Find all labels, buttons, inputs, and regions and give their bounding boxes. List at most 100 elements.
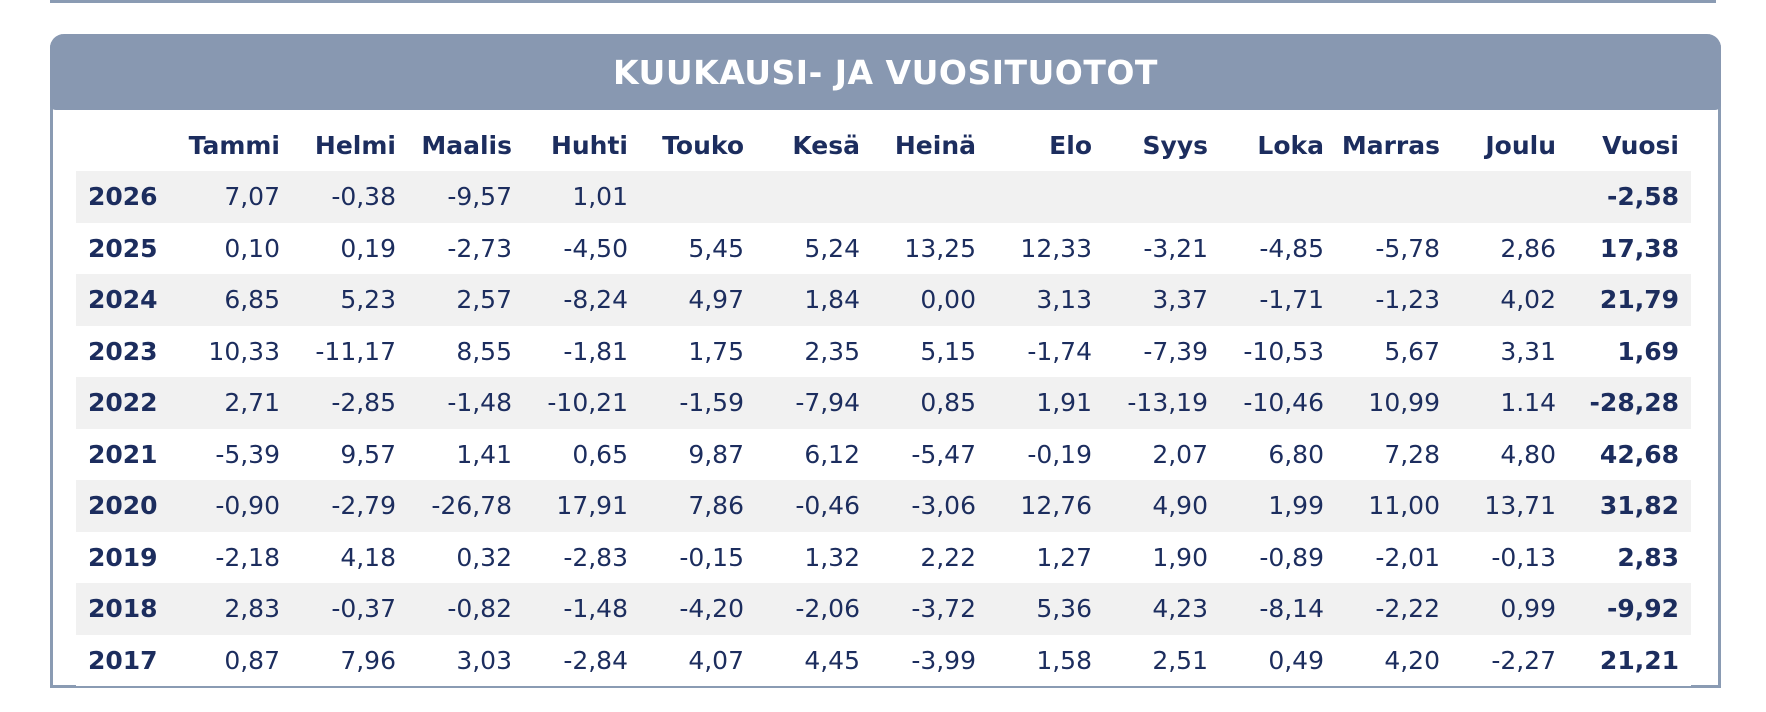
month-value-cell: 5,36 (988, 583, 1104, 635)
month-value-cell: 5,15 (872, 325, 988, 377)
month-value-cell: 1,75 (640, 325, 756, 377)
year-cell: 2017 (76, 634, 176, 686)
month-value-cell (1336, 171, 1452, 223)
month-value-cell: -4,85 (1220, 222, 1336, 274)
month-value-cell: -2,83 (524, 531, 640, 583)
month-value-cell (872, 171, 988, 223)
month-value-cell: 2,57 (408, 274, 524, 326)
table-body: 2026 7,07 -0,38 -9,57 1,01 -2,58 2025 0,10 0,19-… (76, 171, 1691, 686)
month-value-cell: 5,45 (640, 222, 756, 274)
table-header: Tammi Helmi Maalis Huhti Touko Kesä Heinä Elo Sy… (76, 119, 1691, 171)
month-value-cell: 2,51 (1104, 634, 1220, 686)
month-value-cell: 1,91 (988, 377, 1104, 429)
month-value-cell: 5,24 (756, 222, 872, 274)
month-value-cell: -8,24 (524, 274, 640, 326)
year-cell: 2023 (76, 325, 176, 377)
month-value-cell: -0,37 (292, 583, 408, 635)
month-value-cell: -0,13 (1452, 531, 1568, 583)
month-value-cell: -2,22 (1336, 583, 1452, 635)
month-value-cell: 2,35 (756, 325, 872, 377)
month-value-cell: -1,59 (640, 377, 756, 429)
month-value-cell: -10,46 (1220, 377, 1336, 429)
month-value-cell: 8,55 (408, 325, 524, 377)
year-total-cell: 21,21 (1568, 634, 1691, 686)
month-value-cell: 7,86 (640, 480, 756, 532)
month-value-cell: 3,03 (408, 634, 524, 686)
table-row: 2025 0,10 0,19 -2,73 -4,50 5,45 5,24 13,25 12,33… (76, 222, 1691, 274)
month-value-cell: -7,39 (1104, 325, 1220, 377)
month-value-cell: 2,86 (1452, 222, 1568, 274)
month-value-cell: -0,82 (408, 583, 524, 635)
month-value-cell: -0,19 (988, 428, 1104, 480)
month-value-cell: 10,33 (176, 325, 292, 377)
month-value-cell: -3,99 (872, 634, 988, 686)
month-value-cell: 0,32 (408, 531, 524, 583)
month-value-cell: -2,27 (1452, 634, 1568, 686)
year-total-cell: 2,83 (1568, 531, 1691, 583)
month-value-cell: 13,71 (1452, 480, 1568, 532)
month-value-cell: -2,85 (292, 377, 408, 429)
month-value-cell: 7,28 (1336, 428, 1452, 480)
month-value-cell: -2,06 (756, 583, 872, 635)
month-value-cell: 2,07 (1104, 428, 1220, 480)
year-cell: 2019 (76, 531, 176, 583)
month-value-cell: 9,57 (292, 428, 408, 480)
month-value-cell: -1,71 (1220, 274, 1336, 326)
month-value-cell: -2,18 (176, 531, 292, 583)
month-value-cell: -7,94 (756, 377, 872, 429)
column-header: Tammi (188, 130, 280, 160)
month-value-cell: -2,01 (1336, 531, 1452, 583)
month-value-cell: 12,76 (988, 480, 1104, 532)
month-value-cell: 13,25 (872, 222, 988, 274)
month-value-cell: 6,12 (756, 428, 872, 480)
month-value-cell: 1,27 (988, 531, 1104, 583)
table-row: 2019 -2,18 4,18 0,32 -2,83 -0,15 1,32 2,22 1,27 1… (76, 531, 1691, 583)
column-header: Loka (1257, 130, 1324, 160)
column-header: Huhti (550, 130, 628, 160)
month-value-cell: -0,15 (640, 531, 756, 583)
month-value-cell (640, 171, 756, 223)
month-value-cell: 1,99 (1220, 480, 1336, 532)
year-cell: 2026 (76, 171, 176, 223)
month-value-cell: 0,85 (872, 377, 988, 429)
year-total-cell: -28,28 (1568, 377, 1691, 429)
month-value-cell: -5,47 (872, 428, 988, 480)
year-cell: 2024 (76, 274, 176, 326)
month-value-cell: 4,07 (640, 634, 756, 686)
month-value-cell: 1,01 (524, 171, 640, 223)
month-value-cell: -0,90 (176, 480, 292, 532)
month-value-cell: 2,71 (176, 377, 292, 429)
month-value-cell: -9,57 (408, 171, 524, 223)
table-row: 2020 -0,90 -2,79 -26,78 17,91 7,86 -0,46 -3,06 1… (76, 480, 1691, 532)
month-value-cell: -2,84 (524, 634, 640, 686)
month-value-cell: -1,48 (524, 583, 640, 635)
month-value-cell (756, 171, 872, 223)
year-cell: 2018 (76, 583, 176, 635)
month-value-cell: -5,78 (1336, 222, 1452, 274)
month-value-cell: 0,99 (1452, 583, 1568, 635)
month-value-cell: 6,85 (176, 274, 292, 326)
month-value-cell: -0,46 (756, 480, 872, 532)
year-total-cell: 42,68 (1568, 428, 1691, 480)
month-value-cell: 3,13 (988, 274, 1104, 326)
month-value-cell: 1,90 (1104, 531, 1220, 583)
returns-table: Tammi Helmi Maalis Huhti Touko Kesä Heinä Elo Sy… (76, 119, 1691, 686)
year-cell: 2025 (76, 222, 176, 274)
table-row: 2018 2,83 -0,37 -0,82 -1,48 -4,20 -2,06 -3,72 5,… (76, 583, 1691, 635)
column-header: Touko (662, 130, 744, 160)
month-value-cell: 17,91 (524, 480, 640, 532)
column-header: Helmi (314, 130, 396, 160)
column-header: Syys (1142, 130, 1208, 160)
month-value-cell: -10,53 (1220, 325, 1336, 377)
table-row: 2024 6,85 5,23 2,57 -8,24 4,97 1,84 0,00 3,13 3,3… (76, 274, 1691, 326)
month-value-cell: 9,87 (640, 428, 756, 480)
month-value-cell: -1,81 (524, 325, 640, 377)
month-value-cell: 11,00 (1336, 480, 1452, 532)
table-row: 2023 10,33 -11,17 8,55 -1,81 1,75 2,35 5,15 -1,7… (76, 325, 1691, 377)
month-value-cell: 3,37 (1104, 274, 1220, 326)
month-value-cell: 4,97 (640, 274, 756, 326)
table-row: 2021 -5,39 9,57 1,41 0,65 9,87 6,12 -5,47 -0,19 2… (76, 428, 1691, 480)
table-row: 2026 7,07 -0,38 -9,57 1,01 -2,58 (76, 171, 1691, 223)
month-value-cell: 4,02 (1452, 274, 1568, 326)
card-title: KUUKAUSI- JA VUOSITUOTOT (613, 52, 1158, 92)
